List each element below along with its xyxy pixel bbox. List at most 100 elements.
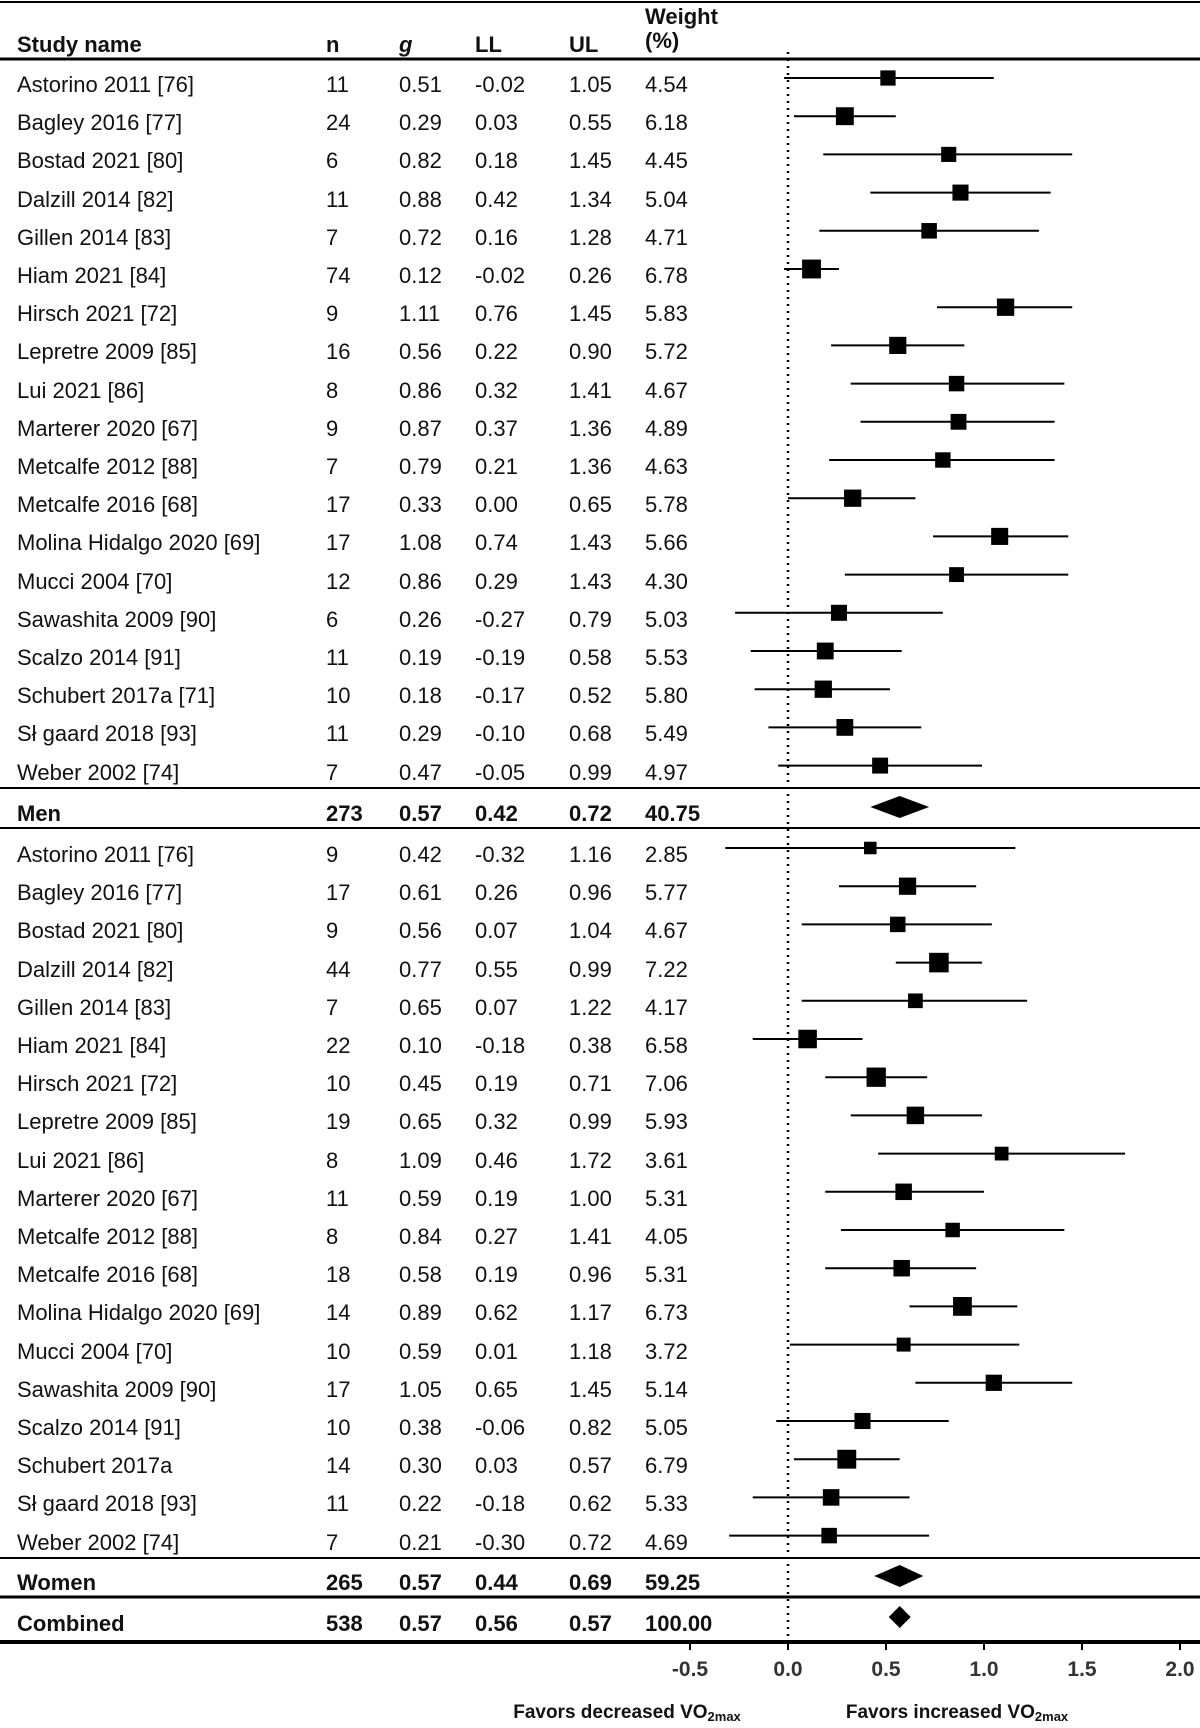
- effect-marker: [880, 70, 896, 86]
- cell-ul: 1.41: [569, 1223, 612, 1249]
- effect-marker: [908, 993, 923, 1009]
- effect-marker: [821, 1527, 837, 1544]
- study-name: Gillen 2014 [83]: [17, 994, 172, 1020]
- cell-n: 74: [326, 262, 351, 288]
- cell-g: 0.47: [399, 759, 442, 785]
- cell-ul: 0.99: [569, 1109, 612, 1135]
- cell-n: 8: [326, 377, 339, 403]
- study-name: Women: [17, 1569, 97, 1595]
- axis-note-subscript: 2max: [707, 1709, 741, 1724]
- cell-g: 0.21: [399, 1529, 442, 1555]
- cell-ll: 0.07: [475, 918, 518, 944]
- study-name: Sawashita 2009 [90]: [17, 1376, 217, 1402]
- x-tick-label: 2.0: [1165, 1658, 1195, 1681]
- cell-ll: 0.44: [475, 1569, 518, 1595]
- cell-weight: 5.53: [645, 644, 688, 670]
- study-name: Schubert 2017a: [17, 1453, 173, 1479]
- cell-ll: -0.10: [475, 721, 526, 747]
- cell-g: 0.65: [399, 994, 442, 1020]
- cell-weight: 59.25: [645, 1569, 701, 1595]
- cell-ll: 0.07: [475, 994, 518, 1020]
- cell-ll: -0.18: [475, 1491, 526, 1517]
- cell-n: 11: [326, 71, 349, 97]
- effect-marker: [864, 841, 877, 855]
- cell-ul: 0.99: [569, 759, 612, 785]
- cell-ul: 0.96: [569, 1262, 612, 1288]
- cell-ll: 0.03: [475, 110, 518, 136]
- study-name: Weber 2002 [74]: [17, 759, 180, 785]
- cell-n: 9: [326, 918, 339, 944]
- cell-n: 14: [326, 1300, 351, 1326]
- cell-weight: 4.45: [645, 148, 688, 174]
- effect-marker: [994, 1146, 1009, 1161]
- cell-g: 0.45: [399, 1071, 442, 1097]
- cell-ul: 1.18: [569, 1338, 612, 1364]
- cell-ll: 0.42: [475, 800, 518, 826]
- cell-weight: 4.69: [645, 1529, 688, 1555]
- cell-n: 17: [326, 880, 351, 906]
- study-name: Molina Hidalgo 2020 [69]: [17, 1300, 261, 1326]
- effect-marker: [898, 877, 917, 895]
- study-name: Bostad 2021 [80]: [17, 918, 184, 944]
- study-name: Lui 2021 [86]: [17, 1147, 145, 1173]
- cell-n: 7: [326, 1529, 339, 1555]
- cell-g: 0.86: [399, 377, 442, 403]
- cell-ul: 1.43: [569, 568, 612, 594]
- study-name: Astorino 2011 [76]: [17, 841, 194, 867]
- cell-ll: 0.03: [475, 1453, 518, 1479]
- cell-n: 10: [326, 1338, 351, 1364]
- cell-ll: -0.02: [475, 262, 526, 288]
- study-name: Dalzill 2014 [82]: [17, 186, 174, 212]
- cell-ul: 0.69: [569, 1569, 612, 1595]
- study-name: Hiam 2021 [84]: [17, 1032, 167, 1058]
- cell-n: 19: [326, 1109, 351, 1135]
- cell-weight: 5.93: [645, 1109, 688, 1135]
- cell-n: 10: [326, 1414, 351, 1440]
- cell-n: 538: [326, 1610, 363, 1636]
- effect-marker: [941, 146, 957, 162]
- cell-g: 0.10: [399, 1032, 442, 1058]
- cell-ul: 1.72: [569, 1147, 612, 1173]
- cell-ul: 1.45: [569, 301, 612, 327]
- cell-weight: 5.66: [645, 530, 688, 556]
- column-header: LL: [475, 32, 502, 57]
- cell-g: 0.29: [399, 721, 442, 747]
- cell-ll: 0.29: [475, 568, 518, 594]
- cell-g: 0.18: [399, 683, 442, 709]
- cell-weight: 5.72: [645, 339, 688, 365]
- study-name: Scalzo 2014 [91]: [17, 644, 181, 670]
- study-name: Metcalfe 2012 [88]: [17, 1223, 199, 1249]
- effect-marker: [952, 184, 969, 201]
- cell-ll: 0.21: [475, 453, 518, 479]
- cell-ul: 0.57: [569, 1610, 612, 1636]
- cell-ll: 0.56: [475, 1610, 518, 1636]
- effect-marker: [921, 223, 937, 239]
- effect-marker: [991, 527, 1009, 545]
- effect-marker: [935, 452, 951, 468]
- cell-weight: 3.72: [645, 1338, 688, 1364]
- cell-weight: 5.31: [645, 1262, 688, 1288]
- cell-ul: 0.72: [569, 800, 612, 826]
- cell-weight: 4.67: [645, 918, 688, 944]
- cell-ul: 1.34: [569, 186, 612, 212]
- column-header: Weight (%): [645, 4, 718, 54]
- effect-marker: [890, 916, 906, 933]
- cell-ul: 1.45: [569, 1376, 612, 1402]
- cell-weight: 6.58: [645, 1032, 688, 1058]
- cell-n: 273: [326, 800, 363, 826]
- cell-n: 24: [326, 110, 351, 136]
- cell-ll: -0.17: [475, 683, 526, 709]
- cell-n: 7: [326, 994, 339, 1020]
- effect-marker: [996, 298, 1015, 316]
- cell-weight: 4.89: [645, 415, 688, 441]
- cell-ll: 0.32: [475, 1109, 518, 1135]
- cell-ul: 1.00: [569, 1185, 612, 1211]
- cell-ul: 1.17: [569, 1300, 612, 1326]
- cell-ll: 0.19: [475, 1262, 518, 1288]
- cell-ul: 0.90: [569, 339, 612, 365]
- cell-g: 0.19: [399, 644, 442, 670]
- cell-ll: 0.65: [475, 1376, 518, 1402]
- study-name: Bostad 2021 [80]: [17, 148, 184, 174]
- study-name: Schubert 2017a [71]: [17, 683, 216, 709]
